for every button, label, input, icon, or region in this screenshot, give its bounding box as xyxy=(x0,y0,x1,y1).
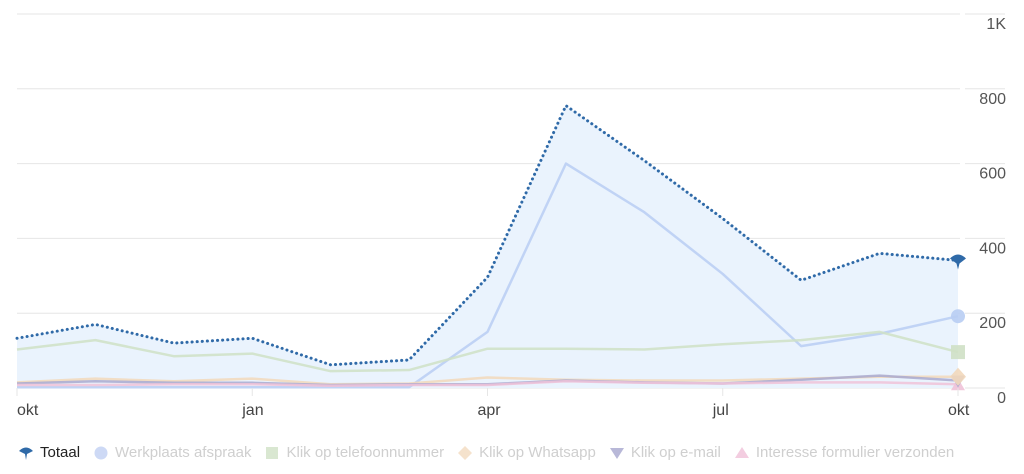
x-tick-label: okt xyxy=(948,402,970,419)
legend-label: Klik op Whatsapp xyxy=(479,444,596,461)
triangle-up-icon xyxy=(734,446,749,458)
series-line xyxy=(15,104,960,367)
x-tick-label: okt xyxy=(17,402,39,419)
total-area xyxy=(17,105,958,388)
diamond-icon xyxy=(458,445,473,460)
diamond-marker-icon xyxy=(950,367,966,386)
x-tick-label: jan xyxy=(241,402,263,419)
pin-marker-icon xyxy=(950,254,966,270)
y-axis: 0 200 400 600 800 1K xyxy=(979,16,1006,407)
legend-item-klik-op-email[interactable]: Klik op e-mail xyxy=(609,444,721,461)
series-line xyxy=(16,330,959,373)
legend-label: Klik op telefoonnummer xyxy=(286,444,445,461)
x-tick-label: apr xyxy=(478,402,502,419)
series-lines xyxy=(15,104,960,389)
legend-item-werkplaats-afspraak[interactable]: Werkplaats afspraak xyxy=(93,444,251,461)
chart-legend: Totaal Werkplaats afspraak Klik op telef… xyxy=(18,444,1024,461)
legend-label: Totaal xyxy=(40,444,81,461)
legend-label: Interesse formulier verzonden xyxy=(755,444,955,461)
series-line xyxy=(17,162,959,389)
x-tick-label: jul xyxy=(712,402,729,419)
circle-marker-icon xyxy=(951,309,965,324)
y-tick-label: 400 xyxy=(979,240,1006,257)
series-line xyxy=(17,380,959,388)
x-axis: okt jan apr jul okt xyxy=(16,388,970,419)
gridlines xyxy=(17,13,1005,389)
y-tick-label: 0 xyxy=(997,390,1006,407)
square-icon xyxy=(266,446,279,459)
y-tick-label: 200 xyxy=(979,315,1006,332)
legend-item-klik-op-whatsapp[interactable]: Klik op Whatsapp xyxy=(457,444,596,461)
circle-icon xyxy=(94,446,108,459)
legend-label: Werkplaats afspraak xyxy=(115,444,252,461)
y-tick-label: 800 xyxy=(979,91,1006,108)
legend-item-interesse-formulier[interactable]: Interesse formulier verzonden xyxy=(734,444,954,461)
legend-item-klik-op-telefoonnummer[interactable]: Klik op telefoonnummer xyxy=(264,444,444,461)
y-tick-label: 1K xyxy=(986,16,1006,33)
pin-icon xyxy=(19,447,33,460)
legend-label: Klik op e-mail xyxy=(630,444,721,461)
legend-item-totaal[interactable]: Totaal xyxy=(18,444,80,461)
y-tick-label: 600 xyxy=(979,166,1006,183)
square-marker-icon xyxy=(951,345,965,360)
triangle-down-icon xyxy=(609,447,624,459)
end-markers xyxy=(950,254,966,391)
line-chart: 0 200 400 600 800 1K okt jan apr jul okt xyxy=(15,13,1006,419)
